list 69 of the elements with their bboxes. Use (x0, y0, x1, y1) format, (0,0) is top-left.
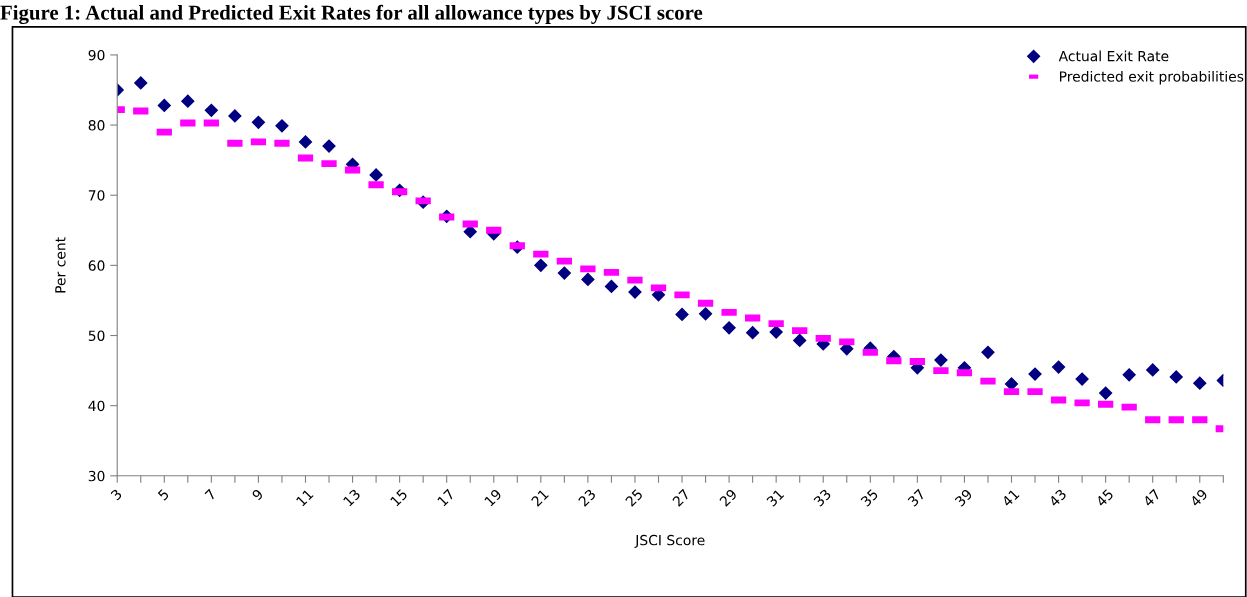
x-tick-label: 27 (671, 488, 691, 507)
point (1122, 368, 1136, 382)
x-tick-label: 11 (295, 488, 314, 507)
x-tick-label: 37 (907, 488, 926, 507)
point (1169, 370, 1183, 384)
x-tick-label: 41 (1001, 488, 1020, 508)
point (228, 109, 242, 123)
x-axis-title: JSCI Score (634, 534, 705, 548)
point (534, 258, 548, 272)
point (746, 326, 760, 340)
point (369, 168, 383, 182)
x-tick-label: 21 (530, 488, 549, 507)
y-tick-label: 80 (88, 120, 105, 131)
point (1193, 376, 1207, 390)
x-tick-label: 3 (110, 488, 123, 501)
point (463, 225, 477, 239)
point (604, 279, 619, 293)
point (981, 345, 995, 359)
y-tick-label: 60 (88, 260, 105, 271)
y-tick-label: 70 (88, 190, 105, 201)
point (675, 307, 689, 322)
y-tick-label: 30 (88, 470, 105, 482)
x-tick-label: 45 (1095, 488, 1114, 508)
point (722, 321, 736, 335)
x-tick-label: 13 (342, 488, 361, 507)
point (1051, 360, 1066, 374)
point (793, 333, 807, 348)
legend-label: Predicted exit probabilities (1059, 70, 1244, 85)
x-tick-label: 5 (157, 488, 170, 501)
point (322, 139, 336, 153)
point (275, 119, 289, 133)
y-tick-label: 40 (88, 400, 105, 412)
point (157, 98, 171, 113)
point (581, 272, 595, 286)
x-tick-label: 25 (624, 488, 644, 507)
chart-title: Figure 1: Actual and Predicted Exit Rates for all allowance types by JSCI score (0, 4, 703, 25)
x-tick-label: 23 (577, 488, 597, 507)
point (934, 353, 948, 367)
x-tick-label: 33 (813, 488, 832, 507)
point (698, 307, 713, 321)
point (204, 103, 218, 117)
point (557, 266, 571, 280)
point (251, 115, 266, 129)
point (181, 94, 195, 108)
x-tick-label: 19 (484, 488, 503, 507)
x-tick-label: 39 (954, 488, 973, 507)
x-tick-label: 15 (390, 488, 408, 507)
y-tick-label: 90 (88, 49, 105, 61)
point (628, 285, 642, 299)
y-tick-label: 50 (88, 330, 105, 341)
x-tick-label: 31 (766, 488, 785, 507)
x-tick-label: 49 (1189, 488, 1209, 508)
point (769, 325, 783, 339)
point (1075, 372, 1089, 386)
point (1146, 363, 1160, 377)
x-tick-label: 9 (251, 488, 264, 501)
point (134, 76, 148, 90)
point (298, 135, 313, 149)
legend-label: Actual Exit Rate (1058, 50, 1169, 62)
point (1004, 377, 1019, 391)
x-tick-label: 47 (1142, 488, 1161, 508)
x-tick-label: 17 (437, 488, 455, 507)
x-tick-label: 29 (718, 488, 738, 507)
y-axis-title: Per cent (55, 237, 66, 293)
x-tick-label: 35 (860, 488, 879, 507)
point (1099, 386, 1113, 400)
point (1028, 367, 1042, 381)
x-tick-label: 43 (1048, 488, 1067, 508)
x-tick-label: 7 (204, 488, 217, 501)
